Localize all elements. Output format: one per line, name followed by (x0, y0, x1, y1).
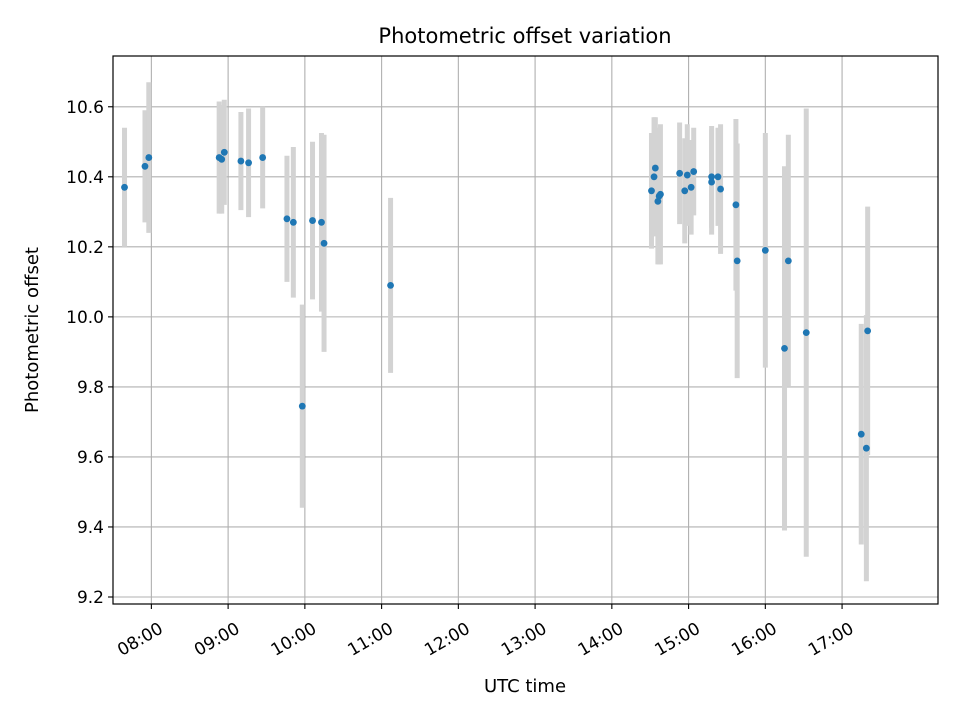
x-tick-label: 10:00 (268, 619, 320, 661)
y-tick-label: 9.2 (77, 588, 104, 608)
chart-title: Photometric offset variation (378, 24, 671, 48)
y-axis-title: Photometric offset (22, 247, 43, 413)
data-point (651, 164, 659, 172)
data-point (654, 197, 662, 205)
data-point (220, 148, 228, 156)
data-point (218, 155, 226, 163)
data-point (781, 344, 788, 352)
data-point (657, 190, 664, 198)
data-point (676, 169, 684, 177)
data-point (259, 154, 267, 161)
y-tick-label: 10.6 (66, 98, 104, 118)
data-point (298, 402, 306, 410)
y-tick-label: 9.4 (77, 518, 104, 538)
data-point (761, 246, 769, 254)
data-point (681, 187, 689, 195)
data-point (690, 168, 698, 175)
data-point (687, 183, 695, 191)
data-point (717, 185, 724, 193)
data-point (802, 329, 810, 337)
data-point (283, 215, 291, 223)
data-point (714, 173, 722, 181)
x-tick-label: 17:00 (805, 619, 857, 661)
data-point (245, 159, 252, 167)
data-point (732, 201, 740, 209)
x-axis-title: UTC time (484, 676, 566, 697)
data-point (309, 217, 316, 224)
y-tick-label: 10.2 (66, 238, 104, 258)
grid (113, 56, 938, 604)
data-point (733, 257, 741, 265)
x-tick-label: 14:00 (575, 619, 627, 661)
data-point (121, 183, 128, 191)
x-tick-label: 12:00 (421, 619, 473, 661)
y-tick-label: 10.0 (66, 308, 104, 328)
x-tick-label: 13:00 (498, 619, 550, 661)
x-tick-label: 15:00 (651, 619, 703, 661)
x-tick-label: 09:00 (191, 619, 243, 661)
plot-frame (112, 55, 939, 605)
data-point (708, 173, 716, 181)
data-point (318, 218, 325, 226)
data-point (708, 178, 716, 186)
data-point (857, 430, 865, 438)
data-point (864, 327, 872, 335)
data-point (862, 444, 870, 452)
data-point (237, 157, 245, 165)
data-point (145, 154, 153, 161)
data-point (387, 281, 394, 289)
data-point (141, 162, 149, 170)
y-tick-label: 10.4 (66, 168, 104, 188)
data-points (121, 148, 872, 452)
data-point (650, 173, 658, 181)
x-tick-label: 08:00 (114, 619, 166, 661)
data-point (289, 218, 297, 226)
y-tick-label: 9.6 (77, 448, 104, 468)
data-point (648, 187, 655, 195)
data-point (320, 239, 328, 247)
data-point (784, 257, 792, 265)
x-tick-label: 11:00 (344, 619, 396, 661)
errorbars (122, 82, 871, 582)
x-tick-label: 16:00 (728, 619, 780, 661)
y-tick-label: 9.8 (77, 378, 104, 398)
data-point (683, 171, 691, 179)
